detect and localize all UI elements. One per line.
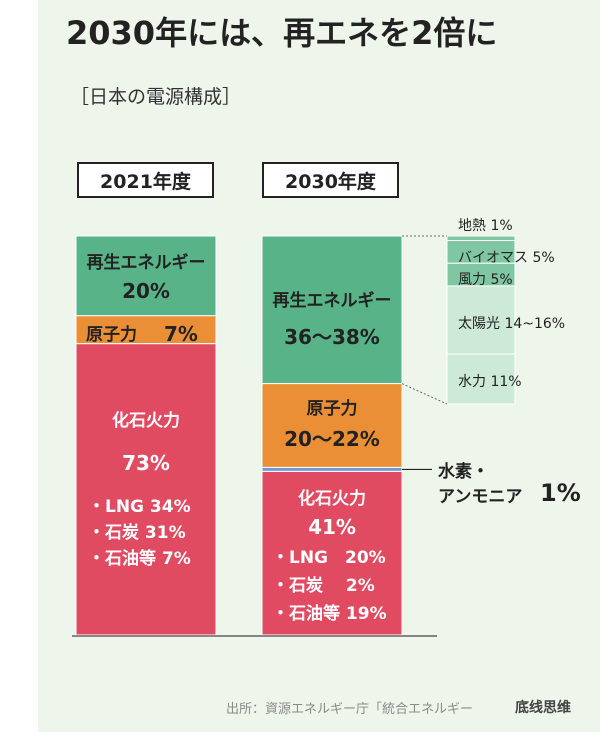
label-2030-nuclear-value: 20～22%	[284, 427, 380, 451]
year-label-2030: 2030年度	[262, 162, 399, 198]
chart-title: 2030年には、再エネを2倍に	[66, 14, 498, 52]
breakdown-segment-3	[446, 285, 516, 355]
label-2030-lng: ・LNG 20%	[272, 548, 386, 568]
label-wind: 風力 5%	[458, 272, 513, 288]
label-2021-renewable-value: 20%	[122, 279, 170, 303]
bar-2030-segment-1	[261, 383, 403, 468]
label-geothermal: 地熱 1%	[458, 218, 513, 234]
label-2021-fossil-name: 化石火力	[112, 411, 180, 431]
label-2021-nuclear-value: 7%	[164, 322, 198, 346]
bar-2030-segment-0	[261, 235, 403, 385]
bar-2021-segment-0	[75, 235, 217, 317]
breakdown-segment-0	[446, 235, 516, 242]
label-2021-oil: ・石油等 7%	[88, 549, 191, 569]
label-2030-fossil-name: 化石火力	[298, 489, 366, 509]
label-hydrogen-line1: 水素・	[438, 462, 489, 482]
label-2030-nuclear-name: 原子力	[306, 399, 358, 419]
bar-2021-segment-1	[75, 315, 217, 345]
label-hydrogen-line2: アンモニア	[438, 487, 523, 507]
watermark: 底线思维	[515, 697, 571, 717]
breakdown-segment-4	[446, 353, 516, 405]
bar-2021-segment-2	[75, 343, 217, 636]
source-note: 出所：資源エネルギー庁「統合エネルギー	[226, 702, 474, 717]
label-2030-oil: ・石油等 19%	[272, 604, 387, 624]
label-hydro: 水力 11%	[458, 374, 522, 390]
label-2021-coal: ・石炭 31%	[88, 523, 186, 543]
label-2021-renewable-name: 再生エネルギー	[86, 253, 206, 273]
bar-2030-segment-2	[261, 466, 403, 472]
label-2021-lng: ・LNG 34%	[88, 497, 191, 517]
label-2021-fossil-value: 73%	[122, 451, 170, 475]
label-2030-coal: ・石炭 2%	[272, 576, 375, 596]
label-solar: 太陽光 14~16%	[458, 316, 566, 332]
label-biomass: バイオマス 5%	[458, 250, 555, 266]
year-label-2021: 2021年度	[77, 162, 214, 198]
label-2030-renewable-value: 36～38%	[284, 325, 380, 349]
label-2030-renewable-name: 再生エネルギー	[272, 291, 392, 311]
connector-bottom	[401, 383, 448, 405]
chart-subtitle: ［日本の電源構成］	[70, 86, 242, 108]
label-hydrogen-value: 1%	[540, 479, 581, 507]
label-2021-nuclear-name: 原子力	[86, 325, 137, 345]
label-2030-fossil-value: 41%	[308, 515, 356, 539]
bar-2030-segment-3	[261, 470, 403, 636]
